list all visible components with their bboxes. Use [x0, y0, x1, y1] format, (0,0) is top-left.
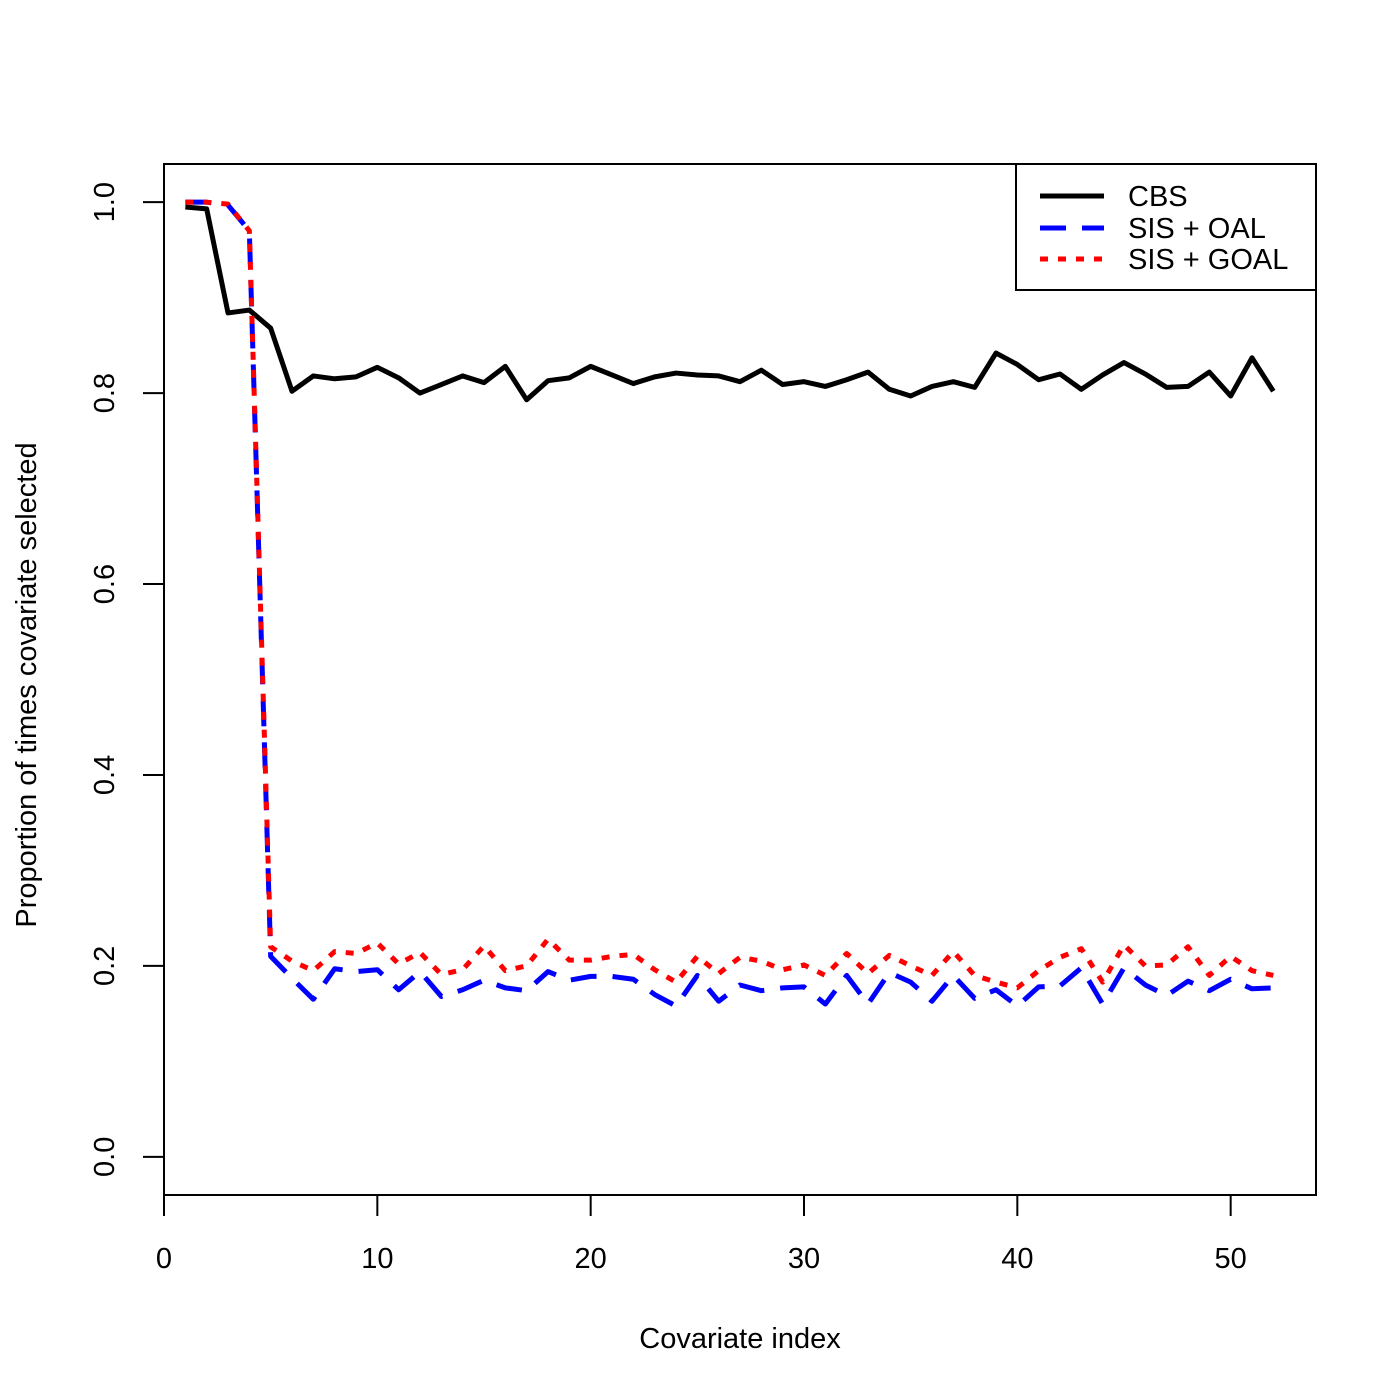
y-tick-label-3: 0.6 — [89, 564, 121, 604]
series-line-sis-goal — [185, 199, 1274, 991]
x-tick-label-30: 30 — [788, 1243, 820, 1275]
legend-label-sis-oal: SIS + OAL — [1128, 213, 1266, 245]
legend-label-sis-goal: SIS + GOAL — [1128, 244, 1288, 276]
y-tick-label-1: 0.2 — [89, 946, 121, 986]
x-tick-label-0: 0 — [156, 1243, 172, 1275]
series-line-sis-oal — [185, 199, 1274, 1009]
legend: CBS SIS + OAL SIS + GOAL — [1015, 163, 1317, 291]
x-tick-label-50: 50 — [1215, 1243, 1247, 1275]
y-tick-label-0: 0.0 — [89, 1137, 121, 1177]
series-line-cbs — [185, 204, 1276, 403]
y-axis: 0.0 0.2 0.4 0.6 0.8 1.0 — [89, 182, 165, 1177]
y-tick-label-5: 1.0 — [89, 182, 121, 222]
x-axis: 0 10 20 30 40 50 — [156, 1194, 1247, 1275]
y-tick-label-4: 0.8 — [89, 373, 121, 413]
series-layer — [185, 199, 1276, 1009]
x-tick-label-10: 10 — [361, 1243, 393, 1275]
y-axis-title: Proportion of times covariate selected — [11, 442, 43, 927]
legend-label-cbs: CBS — [1128, 181, 1188, 213]
x-axis-title: Covariate index — [639, 1323, 841, 1355]
x-tick-label-40: 40 — [1001, 1243, 1033, 1275]
legend-box — [1015, 163, 1317, 291]
y-tick-label-2: 0.4 — [89, 755, 121, 795]
x-tick-label-20: 20 — [575, 1243, 607, 1275]
